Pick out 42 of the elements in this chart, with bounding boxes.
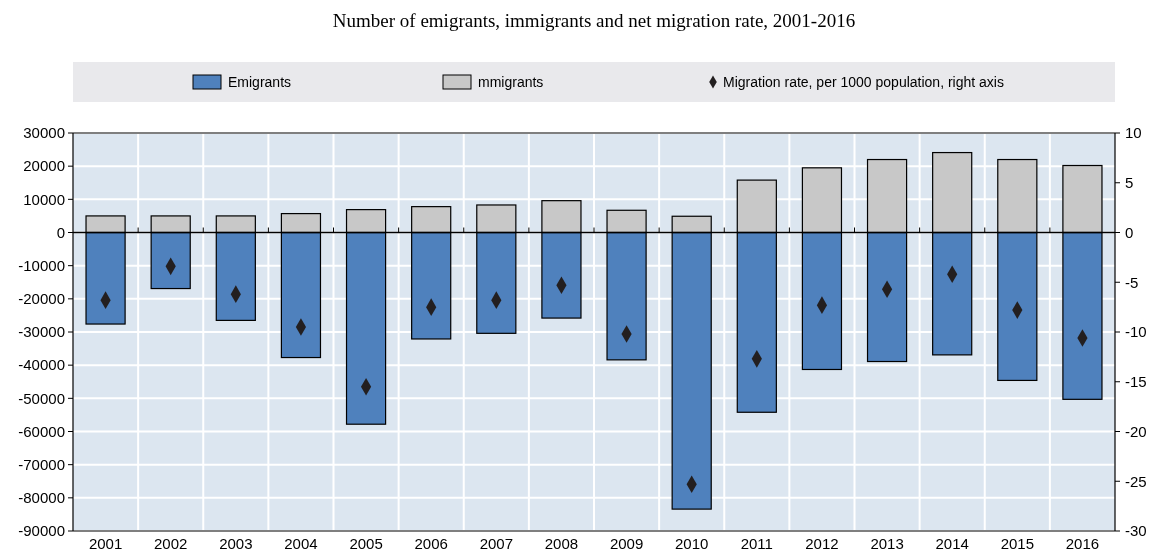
y-tick-label: 10000 — [23, 190, 65, 208]
y-tick-label: -10000 — [18, 256, 65, 274]
x-tick-label: 2009 — [609, 535, 644, 552]
x-tick-label: 2003 — [219, 535, 253, 552]
legend-label: mmigrants — [478, 73, 544, 90]
y-tick-label: -60000 — [18, 422, 65, 440]
y-tick-label: 0 — [56, 223, 65, 241]
y-tick-label: -20000 — [18, 290, 65, 308]
y2-tick-label: 0 — [1125, 223, 1134, 241]
y-tick-label: -50000 — [18, 389, 65, 407]
y-tick-label: 20000 — [23, 157, 65, 175]
x-tick-label: 2007 — [479, 535, 513, 552]
x-tick-label: 2014 — [935, 535, 969, 552]
y-tick-label: -80000 — [18, 489, 65, 507]
y2-tick-label: -30 — [1125, 522, 1147, 540]
y2-tick-label: -5 — [1125, 273, 1139, 291]
y-tick-label: -90000 — [18, 522, 65, 540]
y2-tick-label: -15 — [1125, 373, 1147, 390]
y2-tick-label: -25 — [1125, 472, 1147, 490]
y-tick-label: -40000 — [18, 356, 65, 374]
legend-label: Migration rate, per 1000 population, right axis — [723, 73, 1004, 90]
x-tick-label: 2013 — [870, 535, 904, 552]
x-tick-label: 2001 — [88, 535, 123, 552]
x-tick-label: 2008 — [544, 535, 579, 552]
legend-label: Emigrants — [228, 73, 292, 90]
y2-tick-label: 5 — [1125, 174, 1134, 191]
x-tick-label: 2005 — [349, 535, 383, 552]
x-tick-label: 2002 — [154, 535, 188, 552]
y2-tick-label: 10 — [1125, 124, 1142, 142]
chart-title: Number of emigrants, immigrants and net migration rate, 2001-2016 — [332, 10, 856, 31]
y-tick-label: 30000 — [23, 124, 65, 142]
x-tick-label: 2006 — [414, 535, 448, 552]
y-tick-label: -70000 — [18, 455, 65, 473]
x-tick-label: 2011 — [740, 535, 773, 552]
y-tick-label: -30000 — [18, 323, 65, 341]
x-tick-label: 2010 — [675, 535, 709, 552]
x-tick-label: 2015 — [1000, 535, 1034, 552]
x-tick-label: 2016 — [1065, 535, 1100, 552]
y2-tick-label: -10 — [1125, 323, 1147, 341]
y2-tick-label: -20 — [1125, 422, 1147, 440]
x-tick-label: 2004 — [284, 535, 318, 552]
x-tick-label: 2012 — [805, 535, 839, 552]
